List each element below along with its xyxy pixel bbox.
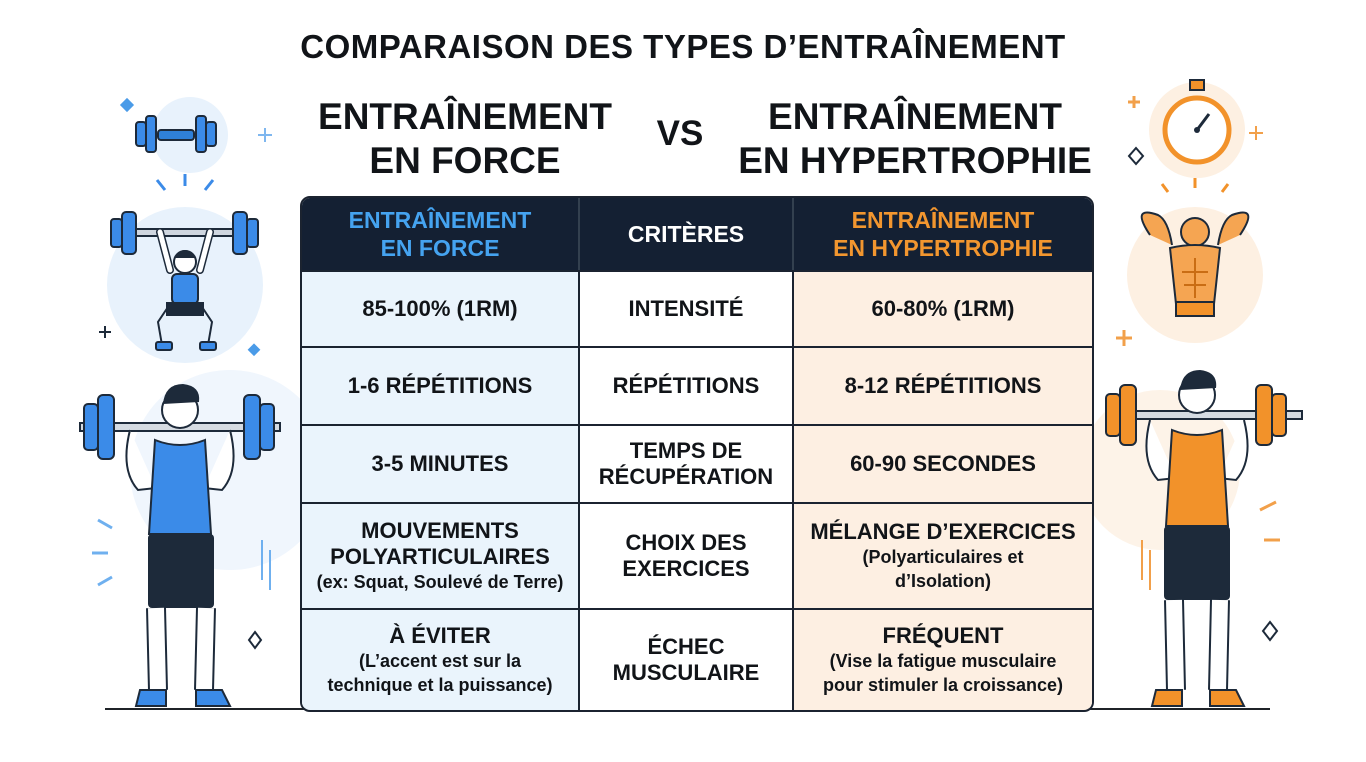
cell-text: POLYARTICULAIRES: [330, 544, 550, 569]
right-heading-line1: ENTRAÎNEMENT: [768, 96, 1062, 137]
cell-criteria: TEMPS DE RÉCUPÉRATION: [580, 424, 794, 502]
vs-label: VS: [656, 114, 704, 153]
header-force-line1: ENTRAÎNEMENT: [348, 207, 532, 233]
sparkle-icon: [1116, 96, 1279, 642]
cell-note: (Vise la fatigue musculaire: [829, 651, 1057, 671]
cell-force: À ÉVITER (L’accent est sur la technique …: [302, 608, 580, 710]
cell-text: MUSCULAIRE: [612, 660, 760, 685]
cell-text: 60-90 SECONDES: [850, 451, 1036, 476]
cell-note: (Polyarticulaires et: [862, 547, 1024, 567]
stopwatch-icon: [1149, 79, 1245, 178]
table-row: 85-100% (1RM) INTENSITÉ 60-80% (1RM): [302, 270, 1092, 346]
right-illustrations: [1090, 79, 1303, 707]
flexing-bodybuilder-icon: [1127, 178, 1263, 343]
cell-text: 1-6 RÉPÉTITIONS: [347, 373, 533, 398]
cell-text: FRÉQUENT: [882, 623, 1004, 648]
cell-text: EXERCICES: [622, 556, 750, 581]
header-hypertrophy-line1: ENTRAÎNEMENT: [851, 207, 1035, 233]
cell-hypertrophy: 60-80% (1RM): [794, 270, 1092, 346]
cell-note: d’Isolation): [895, 571, 991, 591]
dumbbell-icon: [135, 97, 228, 173]
cell-text: TEMPS DE: [629, 438, 743, 463]
cell-note: (L’accent est sur la: [358, 651, 522, 671]
cell-criteria: CHOIX DES EXERCICES: [580, 502, 794, 608]
header-criteria: CRITÈRES: [580, 198, 794, 270]
cell-hypertrophy: MÉLANGE D’EXERCICES (Polyarticulaires et…: [794, 502, 1092, 608]
athlete-blue-barbell-icon: [79, 370, 300, 707]
cell-text: CHOIX DES: [625, 530, 747, 555]
header-force: ENTRAÎNEMENT EN FORCE: [302, 198, 580, 270]
cell-force: 1-6 RÉPÉTITIONS: [302, 346, 580, 424]
table-row: 3-5 MINUTES TEMPS DE RÉCUPÉRATION 60-90 …: [302, 424, 1092, 502]
cell-text: 60-80% (1RM): [871, 296, 1015, 321]
cell-force: 85-100% (1RM): [302, 270, 580, 346]
header-hypertrophy: ENTRAÎNEMENT EN HYPERTROPHIE: [794, 198, 1092, 270]
left-heading: ENTRAÎNEMENT EN FORCE: [300, 95, 630, 183]
cell-hypertrophy: 60-90 SECONDES: [794, 424, 1092, 502]
cell-text: INTENSITÉ: [628, 296, 744, 321]
cell-text: RÉPÉTITIONS: [612, 373, 760, 398]
cell-force: 3-5 MINUTES: [302, 424, 580, 502]
athlete-orange-barbell-icon: [1090, 370, 1303, 707]
cell-hypertrophy: FRÉQUENT (Vise la fatigue musculaire pou…: [794, 608, 1092, 710]
right-heading-line2: EN HYPERTROPHIE: [738, 140, 1092, 181]
left-heading-line1: ENTRAÎNEMENT: [318, 96, 612, 137]
cell-text: MÉLANGE D’EXERCICES: [810, 519, 1076, 544]
header-force-line2: EN FORCE: [380, 235, 500, 261]
cell-hypertrophy: 8-12 RÉPÉTITIONS: [794, 346, 1092, 424]
header-hypertrophy-line2: EN HYPERTROPHIE: [833, 235, 1053, 261]
table-header-row: ENTRAÎNEMENT EN FORCE CRITÈRES ENTRAÎNEM…: [302, 198, 1092, 270]
cell-criteria: ÉCHEC MUSCULAIRE: [580, 608, 794, 710]
left-heading-line2: EN FORCE: [369, 140, 561, 181]
cell-criteria: RÉPÉTITIONS: [580, 346, 794, 424]
left-illustrations: [79, 97, 300, 707]
cell-note: (ex: Squat, Soulevé de Terre): [316, 572, 564, 592]
cell-force: MOUVEMENTS POLYARTICULAIRES (ex: Squat, …: [302, 502, 580, 608]
cell-text: À ÉVITER: [389, 623, 491, 648]
right-heading: ENTRAÎNEMENT EN HYPERTROPHIE: [725, 95, 1105, 183]
cell-criteria: INTENSITÉ: [580, 270, 794, 346]
cell-text: 8-12 RÉPÉTITIONS: [844, 373, 1042, 398]
table-row: À ÉVITER (L’accent est sur la technique …: [302, 608, 1092, 710]
cell-note: technique et la puissance): [327, 675, 553, 695]
cell-note: pour stimuler la croissance): [822, 675, 1064, 695]
cell-text: 3-5 MINUTES: [371, 451, 509, 476]
comparison-table: ENTRAÎNEMENT EN FORCE CRITÈRES ENTRAÎNEM…: [300, 196, 1094, 712]
cell-text: 85-100% (1RM): [362, 296, 518, 321]
table-row: MOUVEMENTS POLYARTICULAIRES (ex: Squat, …: [302, 502, 1092, 608]
cell-text: ÉCHEC: [647, 634, 725, 659]
cell-text: RÉCUPÉRATION: [598, 464, 774, 489]
table-row: 1-6 RÉPÉTITIONS RÉPÉTITIONS 8-12 RÉPÉTIT…: [302, 346, 1092, 424]
cell-text: MOUVEMENTS: [361, 518, 519, 543]
page-title: COMPARAISON DES TYPES D’ENTRAÎNEMENT: [300, 28, 1066, 65]
weightlifter-overhead-icon: [107, 174, 263, 363]
